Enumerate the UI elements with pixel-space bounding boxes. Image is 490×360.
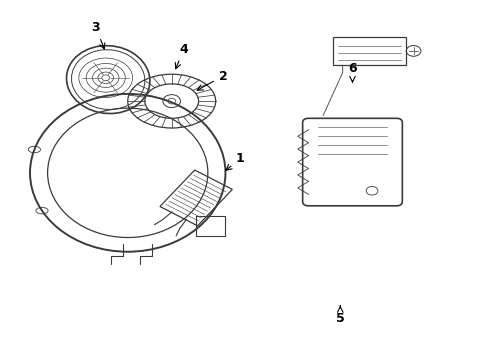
- Text: 6: 6: [348, 62, 357, 82]
- Bar: [333, 37, 406, 65]
- Text: 4: 4: [175, 42, 188, 69]
- Text: 1: 1: [226, 152, 245, 170]
- Text: 3: 3: [92, 21, 105, 49]
- Text: 2: 2: [197, 69, 227, 90]
- Text: 5: 5: [336, 306, 344, 325]
